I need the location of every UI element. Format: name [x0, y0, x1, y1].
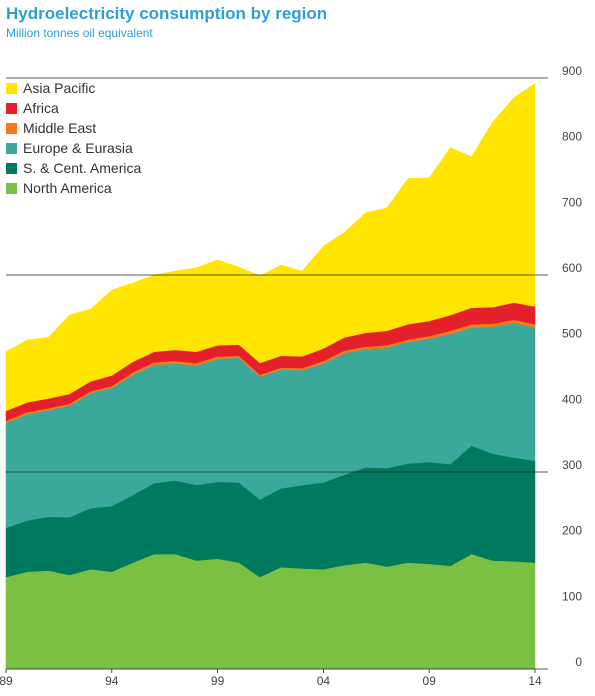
chart-title: Hydroelectricity consumption by region — [6, 4, 328, 23]
x-tick-label: 99 — [211, 674, 225, 688]
y-tick-label: 100 — [562, 589, 582, 603]
chart-legend: Asia Pacific Africa Middle East Europe &… — [6, 78, 141, 198]
area-asia-pacific — [5, 82, 536, 412]
legend-swatch — [6, 162, 17, 174]
legend-label: Asia Pacific — [23, 80, 96, 96]
y-tick-label: 600 — [562, 261, 582, 275]
legend-swatch — [6, 102, 17, 114]
legend-swatch — [6, 122, 17, 134]
legend-item-europe-eurasia: Europe & Eurasia — [6, 138, 141, 158]
chart-subtitle: Million tonnes oil equivalent — [6, 26, 153, 40]
legend-swatch — [6, 142, 17, 154]
x-tick-label: 94 — [105, 674, 119, 688]
y-tick-label: 500 — [562, 327, 582, 341]
legend-label: Europe & Eurasia — [23, 140, 133, 156]
x-tick-label: 89 — [0, 674, 13, 688]
legend-label: North America — [23, 180, 112, 196]
legend-swatch — [6, 182, 17, 194]
legend-item-s-cent-america: S. & Cent. America — [6, 158, 141, 178]
legend-label: Middle East — [23, 120, 97, 136]
y-tick-label: 0 — [575, 655, 582, 669]
legend-label: Africa — [23, 100, 59, 116]
y-tick-label: 900 — [562, 64, 582, 78]
y-tick-label: 400 — [562, 392, 582, 406]
legend-swatch — [6, 82, 17, 94]
x-tick-label: 09 — [423, 674, 437, 688]
legend-item-africa: Africa — [6, 98, 141, 118]
legend-item-north-america: North America — [6, 178, 141, 198]
x-tick-label: 04 — [317, 674, 331, 688]
y-tick-label: 800 — [562, 130, 582, 144]
legend-item-middle-east: Middle East — [6, 118, 141, 138]
y-tick-label: 700 — [562, 195, 582, 209]
y-tick-label: 300 — [562, 458, 582, 472]
legend-label: S. & Cent. America — [23, 160, 142, 176]
legend-item-asia-pacific: Asia Pacific — [6, 78, 141, 98]
y-tick-label: 200 — [562, 524, 582, 538]
x-tick-label: 14 — [528, 674, 542, 688]
